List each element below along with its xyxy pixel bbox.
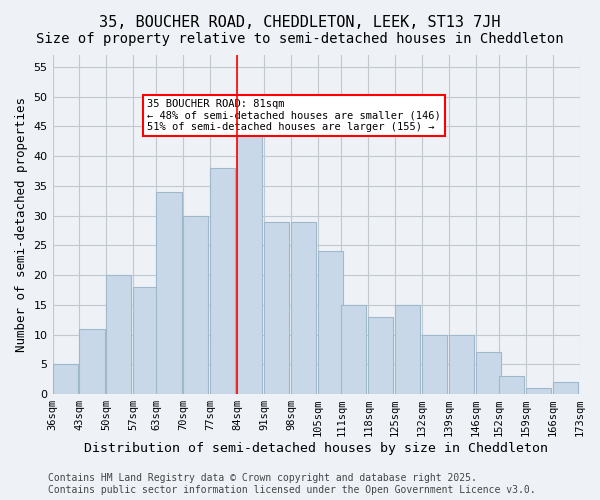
Bar <box>53 364 77 394</box>
Text: 35, BOUCHER ROAD, CHEDDLETON, LEEK, ST13 7JH: 35, BOUCHER ROAD, CHEDDLETON, LEEK, ST13… <box>99 15 501 30</box>
Bar <box>553 382 578 394</box>
Bar <box>238 132 262 394</box>
Bar <box>476 352 501 394</box>
Bar <box>211 168 235 394</box>
Bar <box>395 305 420 394</box>
Bar <box>106 275 131 394</box>
Bar <box>133 287 158 394</box>
Bar <box>184 216 208 394</box>
Bar <box>79 328 104 394</box>
Bar <box>422 334 447 394</box>
Text: Size of property relative to semi-detached houses in Cheddleton: Size of property relative to semi-detach… <box>36 32 564 46</box>
Bar <box>264 222 289 394</box>
X-axis label: Distribution of semi-detached houses by size in Cheddleton: Distribution of semi-detached houses by … <box>84 442 548 455</box>
Text: 35 BOUCHER ROAD: 81sqm
← 48% of semi-detached houses are smaller (146)
51% of se: 35 BOUCHER ROAD: 81sqm ← 48% of semi-det… <box>148 99 441 132</box>
Text: Contains HM Land Registry data © Crown copyright and database right 2025.
Contai: Contains HM Land Registry data © Crown c… <box>48 474 536 495</box>
Bar <box>499 376 524 394</box>
Bar <box>341 305 367 394</box>
Y-axis label: Number of semi-detached properties: Number of semi-detached properties <box>15 97 28 352</box>
Bar <box>449 334 474 394</box>
Bar <box>368 316 393 394</box>
Bar <box>526 388 551 394</box>
Bar <box>157 192 182 394</box>
Bar <box>291 222 316 394</box>
Bar <box>318 252 343 394</box>
